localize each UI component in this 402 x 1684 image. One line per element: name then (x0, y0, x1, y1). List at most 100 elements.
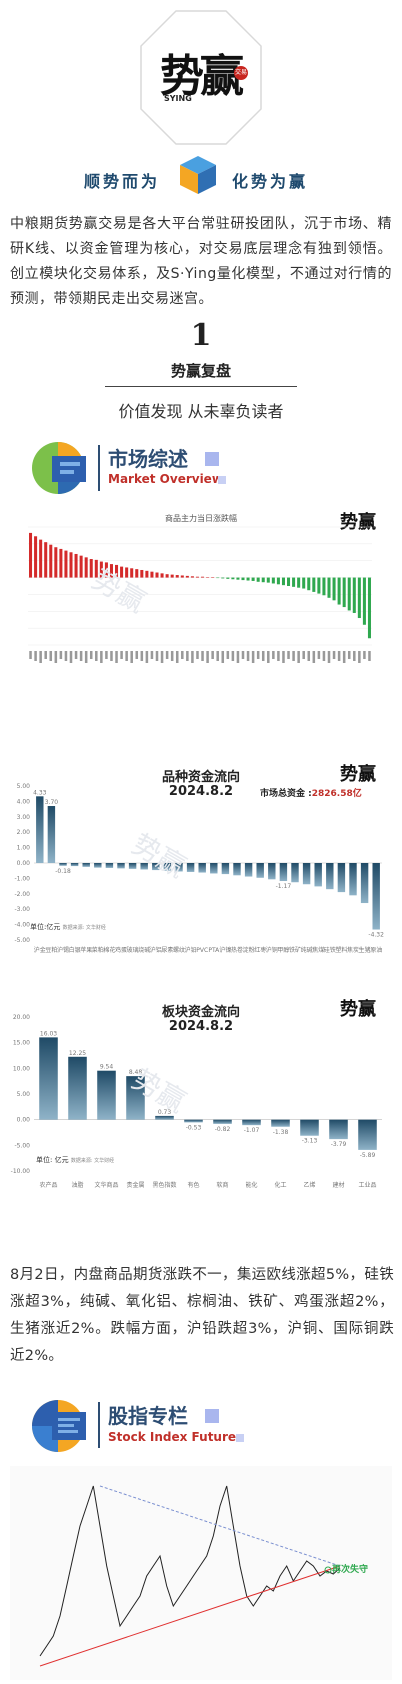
y-tick-label: 15.00 (13, 1040, 30, 1047)
flow-bar (233, 863, 241, 876)
category-tick-mark (130, 651, 133, 663)
chart3-date: 2024.8.2 (168, 1019, 234, 1034)
category-label: 农产品 (39, 1181, 57, 1189)
category-tick-mark (317, 651, 321, 659)
flow-bar (271, 1119, 290, 1127)
value-label: 8.48 (129, 1069, 143, 1076)
category-tick-mark (201, 651, 204, 661)
change-bar (362, 577, 366, 625)
category-tick-mark (236, 651, 240, 663)
value-label: 4.33 (33, 789, 47, 796)
change-bar (145, 570, 149, 578)
change-bar (236, 577, 240, 580)
chart1-logo: 势赢 (340, 512, 376, 533)
daily-change-chart: 商品主力当日涨跌幅 势赢 势赢 (10, 505, 392, 705)
y-tick-label: -5.00 (14, 1142, 30, 1149)
flow-bar (152, 863, 160, 871)
section-bar (98, 1402, 100, 1448)
index-section-title: 股指专栏 (108, 1404, 188, 1428)
change-bar (104, 562, 108, 578)
chart1-svg: 势赢 (28, 526, 372, 663)
section-number: 1 (190, 318, 212, 353)
category-label: 热卷 (231, 946, 243, 954)
category-tick-mark (297, 651, 300, 663)
change-bar (307, 577, 311, 591)
change-bar (160, 573, 164, 578)
change-bar (49, 544, 53, 578)
change-bar (332, 577, 336, 601)
flow-bar (126, 1076, 145, 1120)
category-label: 有色 (187, 1181, 199, 1189)
change-bar (44, 542, 48, 578)
index-price-line (39, 1485, 341, 1657)
category-label: 白银 (69, 946, 81, 954)
change-bar (185, 575, 189, 578)
flow-bar (314, 863, 322, 887)
category-tick-mark (74, 651, 78, 659)
change-bar (74, 553, 78, 578)
flow-bar (360, 863, 369, 904)
change-bar (195, 576, 199, 578)
flow-bar (256, 863, 264, 878)
category-tick-mark (287, 651, 290, 659)
change-bar (89, 559, 93, 578)
category-tick-mark (44, 651, 47, 659)
category-tick-mark (49, 651, 53, 661)
chart3-title: 板块资金流向 (161, 1005, 240, 1020)
category-tick-mark (216, 651, 219, 661)
flow-bar (291, 863, 299, 883)
category-tick-mark (110, 651, 113, 661)
y-tick-label: -2.00 (14, 891, 30, 898)
category-tick-mark (196, 651, 199, 659)
change-bar (287, 577, 291, 586)
y-tick-label: -10.00 (11, 1168, 31, 1175)
value-label: -0.18 (55, 868, 71, 875)
change-bar (216, 577, 220, 579)
flow-bar (242, 1119, 261, 1126)
y-tick-label: -3.00 (14, 906, 30, 913)
cube-icon (178, 154, 218, 200)
category-label: 纯碱 (301, 946, 313, 954)
category-tick-mark (39, 651, 42, 663)
category-label: 乙烯 (303, 1181, 315, 1189)
y-tick-label: 10.00 (13, 1065, 30, 1072)
change-bar (226, 577, 230, 579)
flow-bar (244, 863, 253, 877)
flow-bar (372, 863, 380, 930)
flow-bar (68, 1056, 87, 1120)
category-tick-mark (302, 651, 305, 659)
value-label: 12.25 (69, 1050, 86, 1057)
flow-bar (59, 863, 67, 866)
change-bar (150, 571, 154, 578)
change-bar (54, 547, 58, 578)
y-tick-label: 20.00 (13, 1014, 30, 1021)
y-tick-label: -5.00 (14, 937, 30, 944)
y-tick-label: 2.00 (17, 829, 31, 836)
change-bar (135, 569, 139, 578)
change-bar (175, 575, 179, 578)
change-bar (281, 577, 285, 586)
y-tick-label: 4.00 (17, 798, 31, 805)
change-bar (59, 548, 63, 578)
category-label: 沪镍 (219, 946, 231, 954)
category-tick-mark (292, 651, 295, 661)
flow-bar (213, 1119, 232, 1124)
category-label: 软商 (216, 1181, 228, 1189)
y-tick-label: -1.00 (14, 875, 30, 882)
flow-bar (163, 863, 172, 871)
deco-square (236, 1434, 244, 1442)
change-bar (29, 532, 33, 578)
category-label: 贵金属 (126, 1181, 144, 1189)
category-tick-mark (105, 651, 108, 659)
category-tick-mark (79, 651, 83, 661)
chart2-unit: 单位:亿元 数据来源: 文华财经 (30, 923, 106, 931)
flow-bar (36, 796, 44, 863)
flow-bar (47, 806, 56, 863)
change-bar (170, 574, 174, 578)
category-tick-mark (353, 651, 356, 661)
category-label: 工业品 (358, 1181, 376, 1189)
logo-octagon-icon (140, 10, 262, 145)
review-title: 势赢复盘 (170, 362, 231, 380)
category-label: 淀粉 (243, 946, 255, 954)
flow-bar (221, 863, 230, 875)
